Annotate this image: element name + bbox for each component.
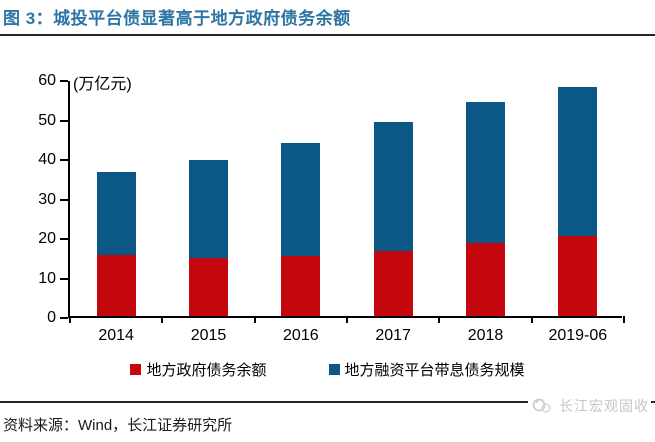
bar-slot-2016 [255,81,347,316]
x-axis-category-label: 2014 [98,327,134,344]
footer-divider [0,401,655,403]
bar-segment [373,121,413,251]
bar-segment [96,255,136,316]
bar-slot-2015 [162,81,254,316]
x-axis-category-label: 2019-06 [548,327,608,344]
y-axis-tick [60,238,68,240]
stacked-bar-2017 [373,121,413,316]
bar-segment [373,250,413,316]
bar-segment [465,243,505,316]
bar-segment [188,257,228,316]
x-axis-tick [69,316,71,323]
stacked-bar-2018 [465,102,505,316]
bar-segment [188,159,228,258]
y-axis-tick-label: 60 [38,72,56,89]
blue-legend-swatch-icon [328,364,340,375]
watermark: 长江宏观固收 [528,395,651,419]
bar-segment [558,236,598,316]
stacked-bar-chart: (万亿元) 0 10 20 30 40 50 60 2014 2015 2016 2017 2018 2… [38,72,625,344]
y-axis-tick [60,198,68,201]
x-axis-category-label: 2017 [375,327,411,344]
y-axis-tick-label: 0 [47,309,56,326]
changjiang-logo-icon [532,398,551,413]
bar-slot-2019-06 [532,81,624,316]
legend-item-local-gov-debt: 地方政府债务余额 [130,359,267,380]
legend-label: 地方政府债务余额 [146,362,267,379]
y-axis-tick-label: 40 [38,151,56,168]
legend-label: 地方融资平台带息债务规模 [344,362,525,379]
stacked-bar-2019-06 [558,86,598,316]
data-source-note: 资料来源：Wind，长江证券研究所 [3,417,233,434]
chart-legend: 地方政府债务余额 地方融资平台带息债务规模 [0,359,655,380]
stacked-bar-2016 [281,143,321,316]
y-axis-tick [60,159,68,161]
x-axis-category-label: 2018 [467,327,504,344]
bar-segment [558,86,598,237]
header-divider [0,34,655,36]
y-axis-unit-label: (万亿元) [73,76,132,93]
x-axis-tick [438,316,441,323]
y-axis-tick [60,277,68,280]
y-axis-tick [60,119,68,122]
watermark-text: 长江宏观固收 [559,398,649,414]
y-axis-tick-label: 50 [38,111,56,129]
y-axis-tick-label: 30 [38,190,56,208]
x-axis-category-label: 2016 [283,327,319,344]
figure-title: 图 3：城投平台债显著高于地方政府债务余额 [3,9,351,28]
bar-segment [96,172,136,256]
bar-slot-2018 [439,81,531,316]
red-legend-swatch-icon [130,364,142,375]
y-axis-tick-label: 20 [38,230,56,247]
x-axis-tick [623,316,625,323]
stacked-bar-2014 [96,172,136,316]
x-axis-tick [253,316,256,323]
plot-area: 0 10 20 30 40 50 60 2014 2015 2016 2017 2018 2019-06 [38,72,625,344]
y-axis-tick [60,317,68,319]
bar-slot-2014 [70,81,162,316]
bar-segment [281,143,321,256]
stacked-bar-2015 [188,159,228,316]
y-axis-tick [60,80,68,82]
x-axis-category-label: 2015 [190,327,227,344]
bar-segment [281,255,321,316]
y-axis-tick-label: 10 [38,269,56,287]
bar-segment [465,102,505,244]
bar-slot-2017 [347,81,439,316]
x-axis-tick [530,316,533,323]
x-axis-tick [161,316,164,323]
x-axis-tick [346,316,348,323]
legend-item-platform-debt: 地方融资平台带息债务规模 [328,359,525,380]
